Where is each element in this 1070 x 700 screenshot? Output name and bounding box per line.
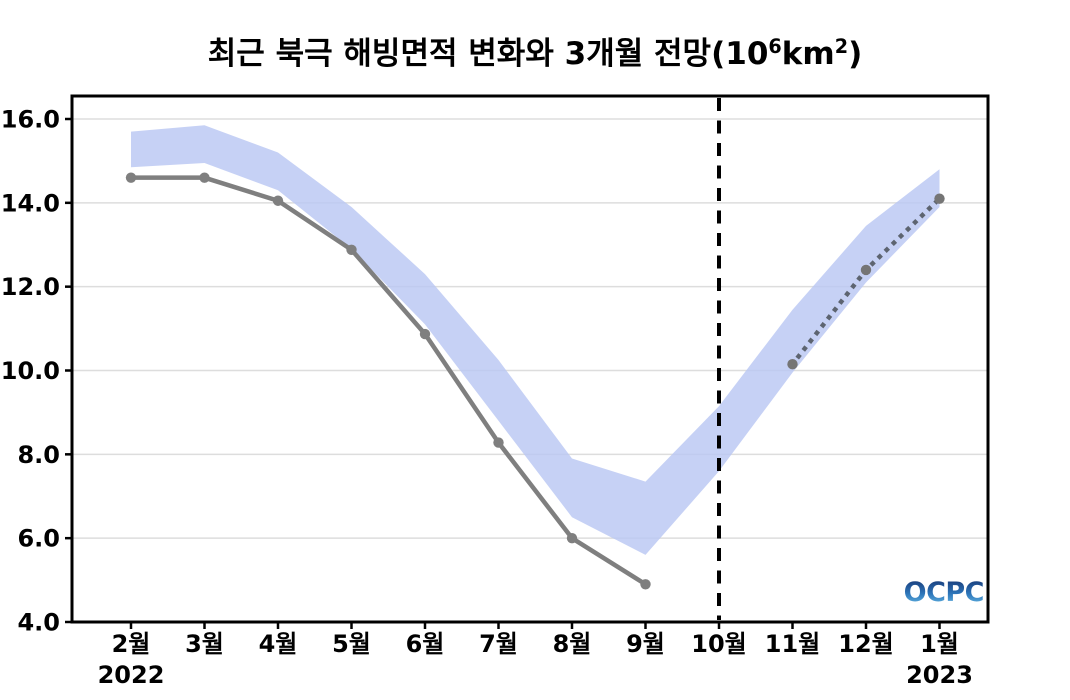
x-tick-label: 2월 [112, 630, 151, 658]
year-label: 2023 [906, 661, 973, 689]
observed-sea-ice-extent-marker [493, 437, 504, 448]
x-tick-label: 5월 [332, 630, 371, 658]
observed-sea-ice-extent-marker [566, 532, 578, 544]
observed-sea-ice-extent-line [131, 175, 647, 587]
x-tick-label: 1월 [920, 630, 959, 658]
year-label: 2022 [98, 661, 165, 689]
ocpc-logo: OCPC [903, 577, 985, 608]
observed-sea-ice-extent-marker [346, 244, 357, 255]
y-tick-label: 14.0 [1, 189, 60, 217]
y-tick-label: 10.0 [1, 357, 60, 385]
x-tick-label: 9월 [626, 630, 665, 658]
y-tick-label: 16.0 [1, 106, 60, 134]
chart-title: 최근 북극 해빙면적 변화와 3개월 전망(106km2) [0, 28, 1070, 73]
title-text: 최근 북극 해빙면적 변화와 3개월 전망(10 [207, 36, 769, 72]
plot-border [70, 94, 990, 624]
x-tick-label: 11월 [765, 630, 820, 658]
observed-sea-ice-extent-marker [125, 172, 137, 183]
x-tick-label: 3월 [185, 630, 224, 658]
x-tick-label: 8월 [553, 630, 592, 658]
observed-sea-ice-extent-marker [199, 172, 210, 183]
forecast-3month-marker [787, 359, 798, 370]
title-superscript-2: 2 [834, 35, 849, 59]
x-tick-label: 4월 [259, 630, 298, 658]
forecast-3month-marker [860, 264, 872, 276]
y-tick-label: 8.0 [17, 441, 60, 469]
title-text-close: ) [848, 36, 863, 72]
observed-sea-ice-extent-marker [272, 195, 284, 206]
title-superscript-6: 6 [768, 35, 782, 59]
title-text-km: km [781, 36, 835, 72]
x-tick-label: 6월 [406, 630, 445, 658]
x-tick-label: 7월 [479, 630, 518, 658]
y-tick-label: 4.0 [17, 609, 60, 637]
y-tick-label: 6.0 [17, 525, 60, 553]
x-tick-label: 10월 [691, 630, 746, 658]
observed-sea-ice-extent-marker [640, 579, 651, 590]
observed-sea-ice-extent-marker [419, 328, 431, 340]
y-tick-label: 12.0 [1, 273, 60, 301]
x-tick-label: 12월 [838, 630, 893, 658]
climatology-band [131, 125, 940, 555]
forecast-3month-marker [934, 193, 945, 204]
